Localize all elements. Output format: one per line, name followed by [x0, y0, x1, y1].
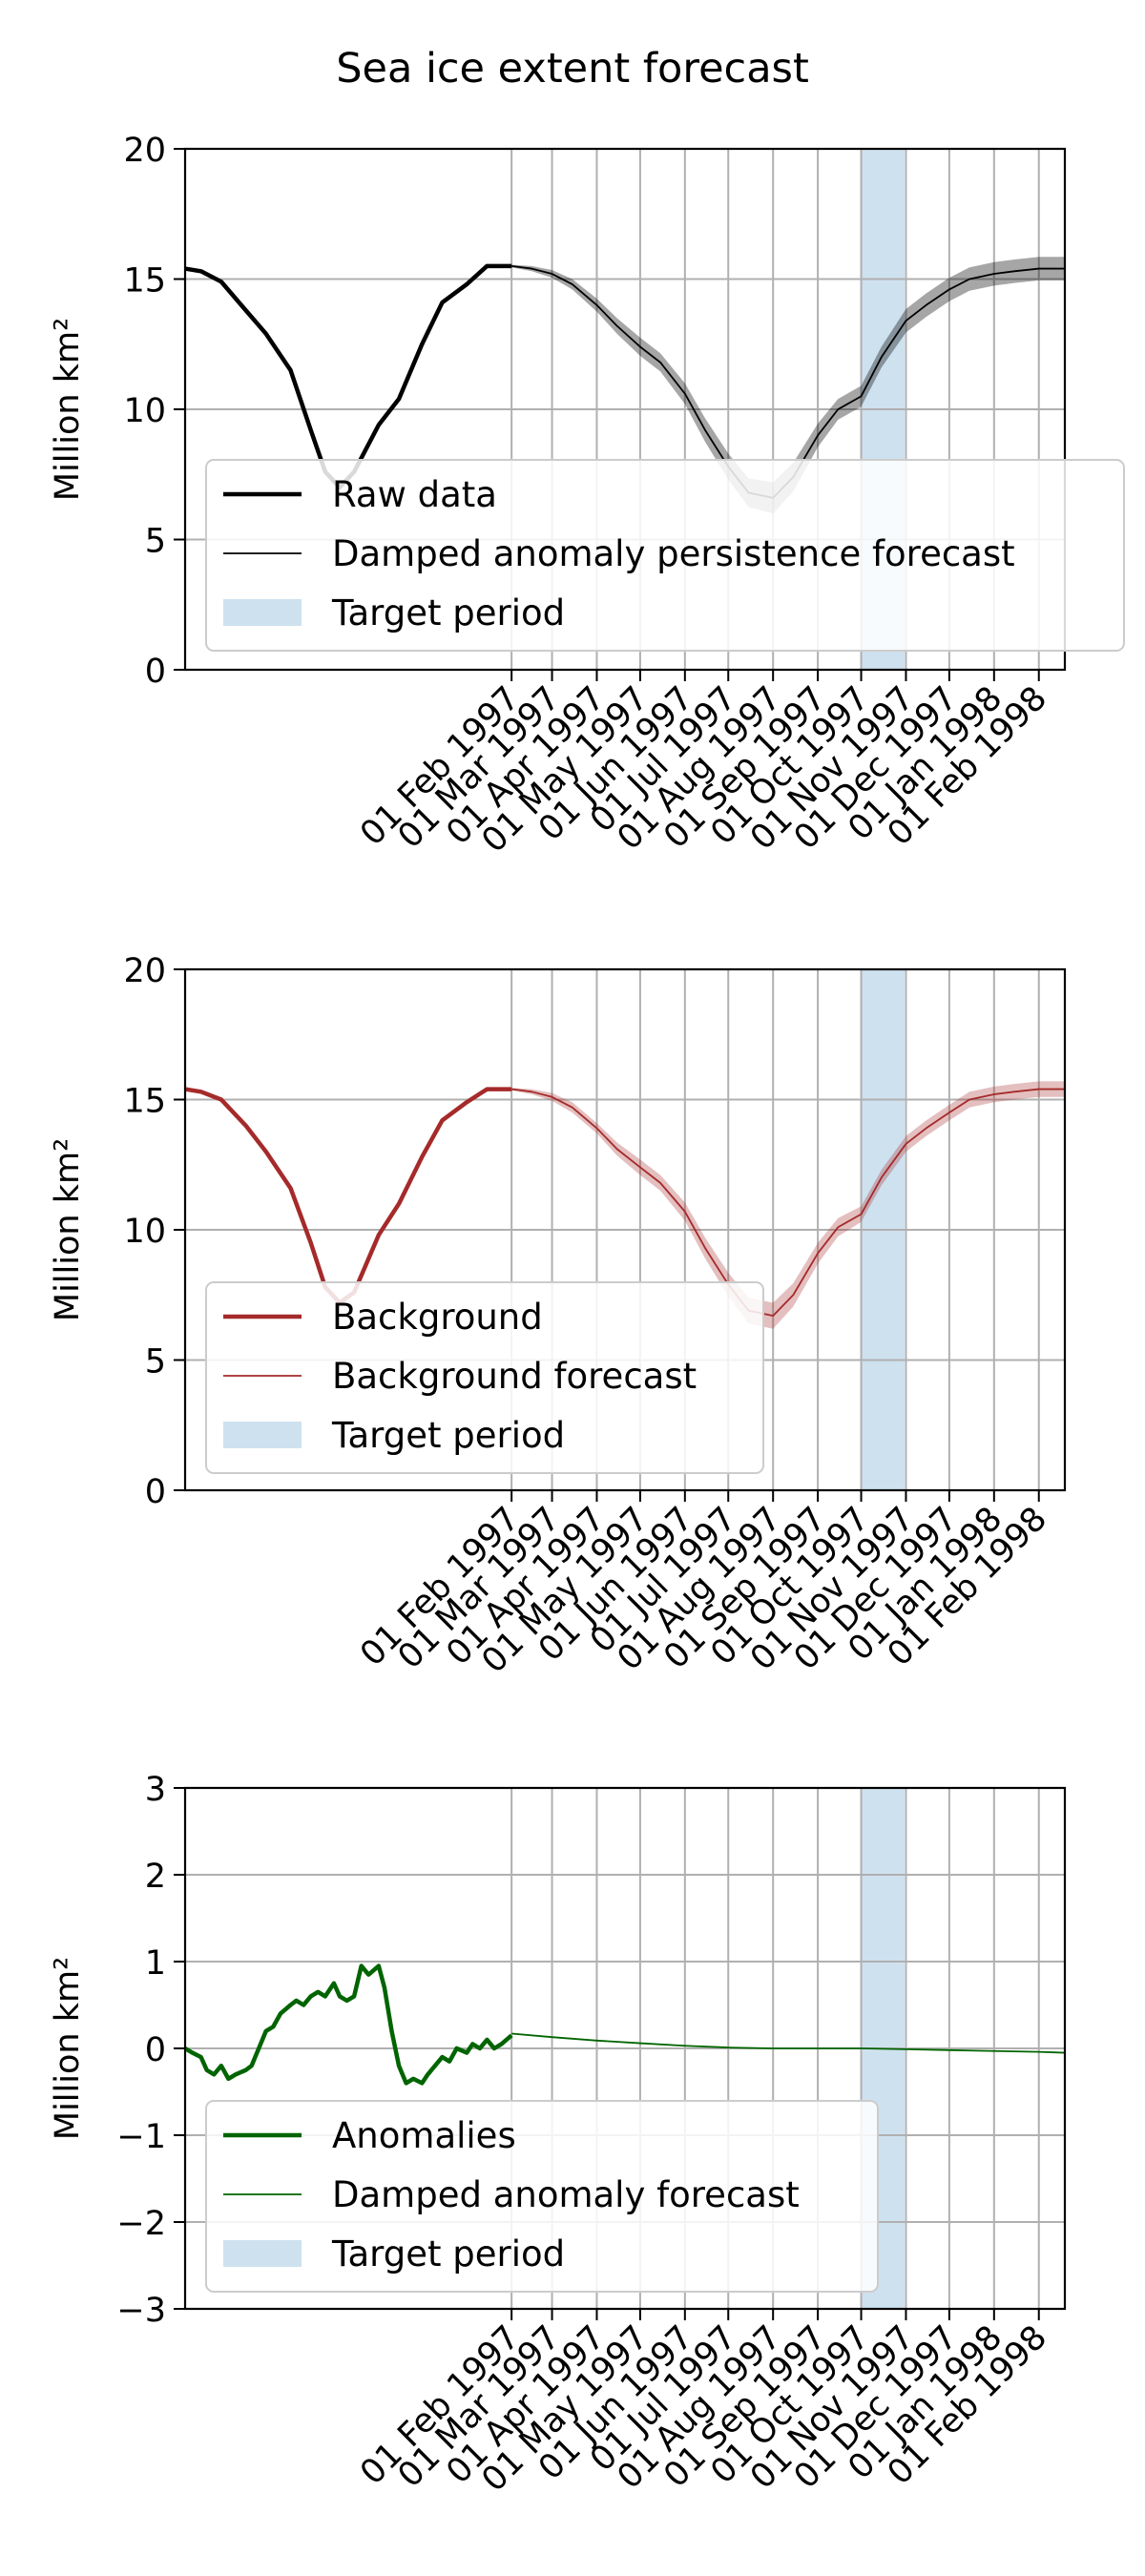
legend-label: Target period	[331, 1415, 565, 1456]
y-tick-label: 0	[145, 1473, 166, 1511]
legend-label: Damped anomaly persistence forecast	[332, 533, 1015, 574]
legend-label: Target period	[331, 2233, 565, 2275]
y-tick-label: 10	[123, 392, 166, 430]
legend-box	[205, 2100, 879, 2293]
y-tick-label: 5	[145, 523, 166, 561]
y-axis-label: Million km²	[49, 1957, 87, 2140]
y-tick-label: 15	[123, 262, 166, 301]
y-tick-label: 2	[145, 1858, 166, 1896]
y-tick-label: 0	[145, 2031, 166, 2069]
legend-label: Damped anomaly forecast	[332, 2174, 800, 2215]
y-tick-label: 5	[145, 1343, 166, 1381]
y-axis-label: Million km²	[49, 318, 87, 501]
y-tick-label: 20	[123, 952, 166, 990]
legend-box	[205, 459, 1125, 652]
series-line-observed	[184, 1087, 512, 1305]
legend-label: Target period	[331, 592, 565, 634]
legend-swatch-target	[223, 1422, 302, 1448]
y-tick-label: 10	[123, 1213, 166, 1251]
legend-label: Raw data	[332, 474, 497, 515]
y-axis-label: Million km²	[49, 1138, 87, 1321]
forecast-band	[511, 1081, 1065, 1329]
y-tick-label: 20	[123, 132, 166, 170]
y-tick-label: 0	[145, 653, 166, 691]
figure-title: Sea ice extent forecast	[336, 45, 809, 93]
legend-swatch-target	[223, 599, 302, 626]
legend-label: Background	[332, 1297, 543, 1338]
legend-box	[205, 1281, 764, 1474]
y-tick-label: 3	[145, 1771, 166, 1809]
y-tick-label: −3	[116, 2292, 166, 2330]
forecast-band	[511, 257, 1065, 514]
legend-label: Anomalies	[332, 2115, 516, 2156]
legend-swatch-target	[223, 2240, 302, 2267]
series-line-forecast	[511, 1088, 1065, 1317]
y-tick-label: 1	[145, 1944, 166, 1983]
series-line-observed	[183, 1963, 513, 2086]
series-line-observed	[184, 263, 512, 490]
series-line-forecast	[511, 2032, 1066, 2054]
y-tick-label: 15	[123, 1083, 166, 1121]
legend-label: Background forecast	[332, 1356, 697, 1397]
y-tick-label: −2	[116, 2205, 166, 2243]
y-tick-label: −1	[116, 2118, 166, 2156]
